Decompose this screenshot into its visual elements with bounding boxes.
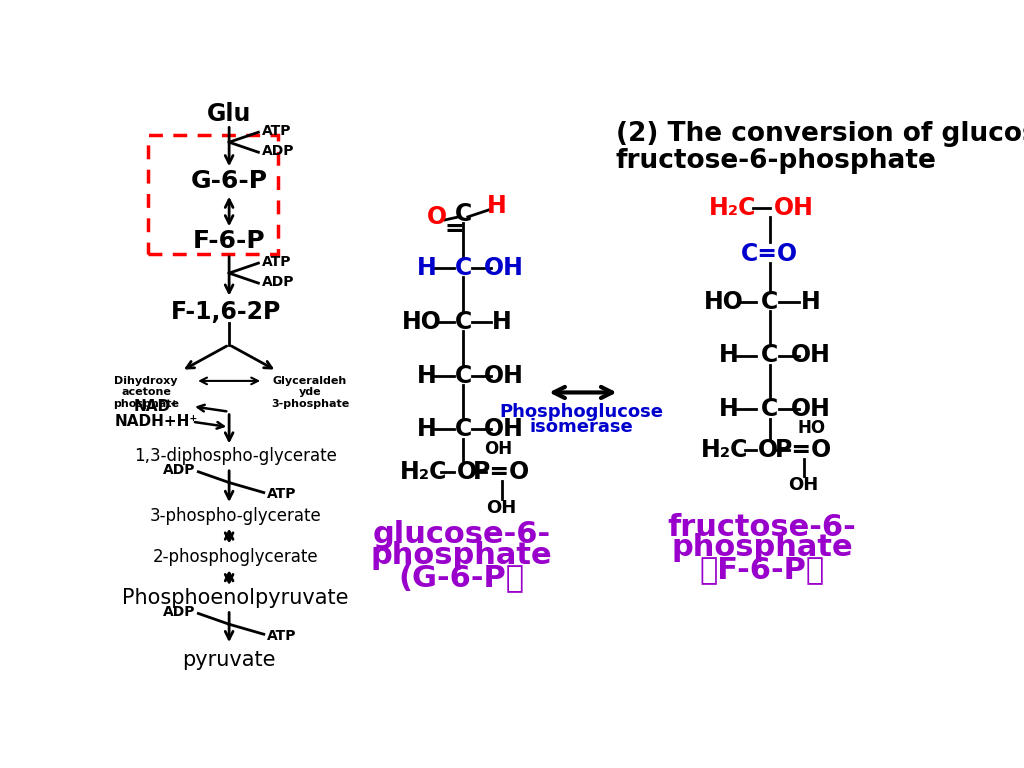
Text: OH: OH (486, 499, 517, 517)
Text: C: C (455, 310, 472, 333)
Text: C: C (455, 363, 472, 388)
Text: F-1,6-2P: F-1,6-2P (171, 300, 282, 323)
Text: phosphate: phosphate (371, 541, 553, 570)
Text: P=O: P=O (775, 439, 833, 462)
Text: HO: HO (401, 310, 441, 333)
Text: H: H (486, 194, 506, 218)
Text: 3-phospho-glycerate: 3-phospho-glycerate (150, 507, 322, 525)
Text: NAD⁺: NAD⁺ (133, 399, 178, 414)
Text: ADP: ADP (261, 275, 294, 289)
Text: G-6-P: G-6-P (190, 169, 267, 193)
Text: phosphate: phosphate (671, 534, 853, 562)
Text: F-6-P: F-6-P (193, 229, 265, 253)
Text: (G-6-P）: (G-6-P） (398, 563, 524, 592)
Text: Glyceraldeh
yde
3-phosphate: Glyceraldeh yde 3-phosphate (270, 376, 349, 409)
Text: H: H (719, 397, 738, 422)
Text: H₂C: H₂C (701, 439, 749, 462)
Text: C: C (455, 202, 472, 226)
Text: fructose-6-phosphate: fructose-6-phosphate (615, 147, 937, 174)
Text: H: H (417, 418, 437, 442)
Text: C: C (761, 397, 778, 422)
Text: OH: OH (792, 397, 831, 422)
Text: O: O (758, 439, 778, 462)
Text: 2-phosphoglycerate: 2-phosphoglycerate (153, 548, 318, 566)
Text: C: C (455, 256, 472, 280)
Text: HO: HO (703, 290, 743, 313)
Text: H₂C: H₂C (709, 196, 757, 220)
Text: OH: OH (484, 363, 524, 388)
Text: ATP: ATP (261, 124, 291, 137)
Text: ATP: ATP (267, 629, 296, 643)
Text: P=O: P=O (473, 460, 530, 484)
Text: H: H (417, 363, 437, 388)
Text: pyruvate: pyruvate (182, 650, 275, 670)
Text: H: H (492, 310, 512, 333)
Text: H: H (802, 290, 821, 313)
Text: Glu: Glu (207, 101, 251, 126)
Text: OH: OH (774, 196, 814, 220)
Text: isomerase: isomerase (529, 418, 633, 436)
Text: O: O (427, 205, 447, 229)
Text: (2) The conversion of glucose-6-phosphate to: (2) The conversion of glucose-6-phosphat… (615, 121, 1024, 147)
Text: ADP: ADP (163, 605, 196, 619)
Text: fructose-6-: fructose-6- (668, 513, 856, 541)
Text: HO: HO (797, 419, 825, 437)
Text: H: H (719, 343, 738, 368)
Text: C: C (761, 343, 778, 368)
Text: C=O: C=O (741, 242, 799, 266)
Bar (147, 134, 279, 254)
Text: Phosphoglucose: Phosphoglucose (499, 402, 663, 421)
Text: OH: OH (484, 418, 524, 442)
Text: NADH+H⁺: NADH+H⁺ (115, 414, 198, 429)
Text: C: C (761, 290, 778, 313)
Text: ADP: ADP (163, 463, 196, 477)
Text: Dihydroxy
acetone
phosphate: Dihydroxy acetone phosphate (113, 376, 179, 409)
Text: O: O (457, 460, 477, 484)
Text: H: H (417, 256, 437, 280)
Text: glucose-6-: glucose-6- (373, 521, 551, 549)
Text: ATP: ATP (261, 254, 291, 269)
Text: ATP: ATP (267, 487, 296, 501)
Text: （F-6-P）: （F-6-P） (699, 555, 824, 584)
Text: 1,3-diphospho-glycerate: 1,3-diphospho-glycerate (134, 447, 337, 465)
Text: OH: OH (484, 439, 513, 458)
Text: OH: OH (792, 343, 831, 368)
Text: =: = (444, 217, 464, 241)
Text: OH: OH (484, 256, 524, 280)
Text: H₂C: H₂C (399, 460, 446, 484)
Text: OH: OH (788, 476, 818, 494)
Text: C: C (455, 418, 472, 442)
Text: Phosphoenolpyruvate: Phosphoenolpyruvate (122, 588, 348, 608)
Text: ADP: ADP (261, 144, 294, 157)
